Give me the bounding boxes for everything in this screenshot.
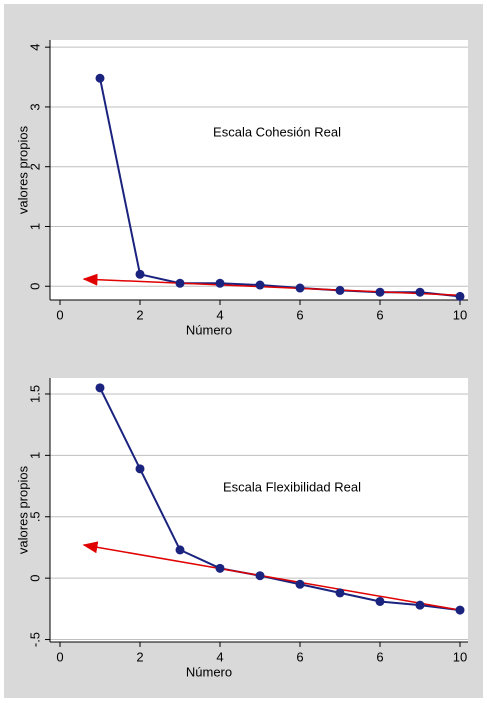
- y-axis-label: valores propios: [15, 465, 30, 554]
- x-tick-label: 4: [216, 649, 223, 664]
- plot-area: [50, 40, 468, 300]
- point: [255, 280, 265, 290]
- point: [175, 545, 185, 555]
- x-tick-label: 2: [136, 649, 143, 664]
- point: [335, 285, 345, 295]
- y-axis-label: valores propios: [15, 125, 30, 214]
- point: [95, 383, 105, 393]
- annotation: Escala Cohesión Real: [213, 124, 341, 139]
- point: [295, 283, 305, 293]
- point: [135, 464, 145, 474]
- point: [375, 287, 385, 297]
- y-tick-label: 4: [27, 44, 42, 51]
- y-tick-label: 0: [27, 575, 42, 582]
- point: [215, 278, 225, 288]
- point: [95, 73, 105, 83]
- x-tick-label: 6: [296, 307, 303, 322]
- x-axis-label: Número: [186, 664, 232, 679]
- point: [335, 588, 345, 598]
- point: [255, 571, 265, 581]
- x-tick-label: 0: [56, 307, 63, 322]
- plot-area: [50, 378, 468, 642]
- annotation: Escala Flexibilidad Real: [223, 479, 361, 494]
- x-tick-label: 6: [376, 307, 383, 322]
- x-tick-label: 6: [296, 649, 303, 664]
- x-tick-label: 6: [376, 649, 383, 664]
- series-line: [99, 387, 461, 612]
- y-tick-label: 0: [27, 283, 42, 290]
- y-tick-label: -.5: [27, 632, 42, 647]
- arrow: [82, 541, 461, 611]
- x-tick-label: 4: [216, 307, 223, 322]
- x-axis-label: Número: [186, 322, 232, 337]
- point: [375, 596, 385, 606]
- x-tick-label: 10: [453, 307, 467, 322]
- y-tick-label: 1: [27, 452, 42, 459]
- x-tick-label: 0: [56, 649, 63, 664]
- x-tick-label: 10: [453, 649, 467, 664]
- point: [135, 269, 145, 279]
- point: [295, 579, 305, 589]
- x-tick-label: 2: [136, 307, 143, 322]
- point: [415, 287, 425, 297]
- y-tick-label: 3: [27, 103, 42, 110]
- y-tick-label: 1.5: [27, 385, 42, 403]
- point: [415, 600, 425, 610]
- point: [455, 605, 465, 615]
- point: [455, 291, 465, 301]
- point: [175, 278, 185, 288]
- arrow: [82, 273, 461, 296]
- point: [215, 563, 225, 573]
- y-tick-label: .5: [27, 511, 42, 522]
- y-tick-label: 1: [27, 223, 42, 230]
- y-tick-label: 2: [27, 163, 42, 170]
